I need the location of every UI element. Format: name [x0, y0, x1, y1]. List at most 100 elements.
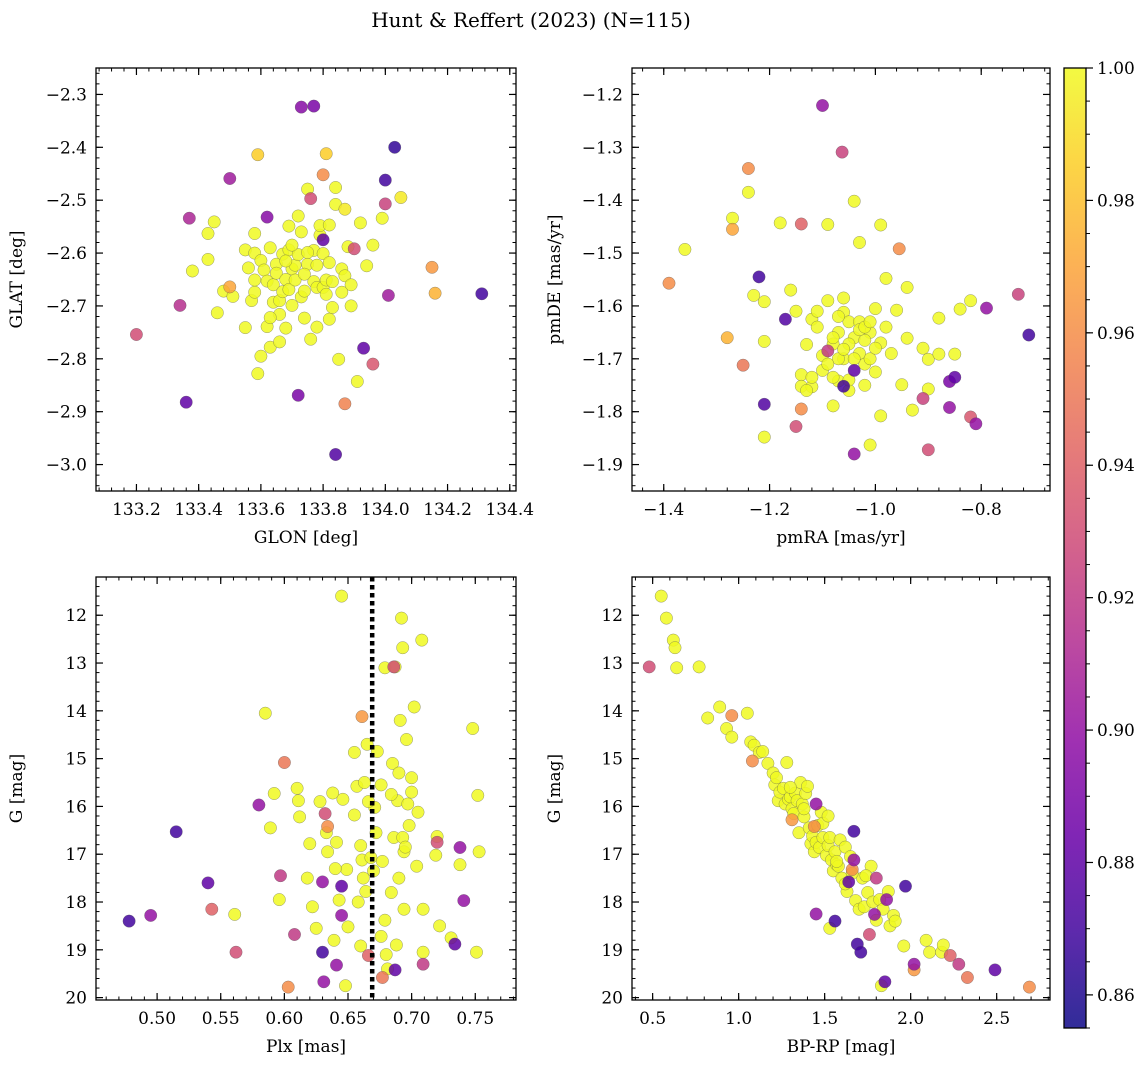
data-point [378, 913, 392, 927]
data-point [338, 397, 352, 411]
data-point [662, 276, 676, 290]
data-point [350, 375, 364, 388]
data-point [1022, 328, 1036, 342]
data-point [316, 168, 330, 182]
data-point [821, 218, 835, 231]
data-point [410, 859, 424, 873]
x-tick-label: 133.8 [299, 500, 348, 520]
x-tick-label: −1.2 [749, 500, 790, 520]
data-point [325, 301, 339, 314]
data-point [736, 358, 750, 372]
data-point [321, 820, 335, 833]
data-point [319, 147, 333, 161]
data-point [800, 384, 814, 397]
data-point [847, 824, 861, 838]
data-point [457, 894, 471, 908]
data-point [899, 879, 912, 893]
data-point [862, 928, 876, 941]
data-point [316, 875, 329, 889]
data-point [953, 302, 967, 316]
data-point [279, 321, 293, 335]
y-tick-label: 19 [601, 941, 623, 961]
x-tick-label: 134.2 [423, 500, 472, 520]
data-point [416, 957, 430, 971]
data-point [375, 854, 389, 868]
data-point [310, 320, 324, 334]
y-tick-label: 17 [65, 845, 87, 865]
data-point [374, 778, 388, 792]
x-tick-label: 1.0 [725, 1009, 752, 1029]
data-point [713, 700, 727, 714]
data-point [411, 805, 425, 819]
data-point [921, 352, 935, 366]
data-point [388, 140, 402, 154]
data-point [668, 641, 682, 655]
y-axis-label: G [mag] [7, 754, 27, 823]
y-tick-label: −2.6 [46, 244, 87, 264]
data-point [358, 776, 371, 789]
data-point [251, 148, 265, 162]
data-point [430, 835, 444, 849]
y-tick-label: 13 [601, 654, 623, 674]
data-point [847, 194, 861, 208]
data-point [1022, 980, 1036, 994]
data-point [415, 633, 429, 647]
data-point [260, 210, 274, 224]
data-point [794, 217, 808, 231]
data-point [291, 388, 305, 402]
data-point [874, 218, 888, 232]
x-axis-label: GLON [deg] [254, 528, 358, 548]
y-tick-label: 15 [601, 750, 623, 770]
data-point [988, 963, 1002, 977]
data-point [207, 215, 221, 229]
data-point [720, 331, 734, 345]
data-point [642, 660, 656, 674]
y-tick-label: 20 [601, 989, 623, 1009]
y-tick-label: −2.5 [46, 191, 87, 211]
data-point [701, 711, 715, 725]
x-tick-label: 0.75 [456, 1009, 494, 1029]
points-group [122, 589, 486, 994]
x-axis-label: pmRA [mas/yr] [776, 528, 905, 548]
colorbar-tick-label: 0.88 [1097, 853, 1135, 873]
data-point [890, 303, 904, 317]
data-point [335, 908, 349, 922]
data-point [757, 397, 771, 411]
data-point [267, 787, 281, 800]
data-point [290, 781, 304, 795]
data-point [810, 320, 824, 334]
data-point [471, 788, 485, 802]
data-point [816, 99, 829, 112]
data-point [301, 246, 315, 259]
data-point [863, 315, 877, 329]
data-point [780, 756, 794, 769]
data-point [725, 730, 739, 744]
data-point [375, 971, 389, 984]
data-point [770, 771, 783, 785]
data-point [858, 333, 872, 347]
data-point [892, 242, 906, 256]
data-point [257, 263, 271, 277]
data-point [943, 949, 957, 962]
data-point [879, 320, 893, 334]
data-point [1011, 287, 1025, 301]
data-point [821, 294, 835, 308]
y-tick-label: 19 [65, 941, 87, 961]
data-point [433, 919, 447, 933]
y-tick-label: −2.9 [46, 403, 87, 423]
data-point [316, 233, 330, 247]
x-axis-label: BP-RP [mag] [787, 1037, 896, 1057]
data-point [389, 938, 403, 952]
panel-plx-g: 0.50 0.55 0.60 0.65 0.70 0.75 12 13 14 15 16 17 18 19… [7, 576, 517, 1057]
data-point [789, 304, 803, 318]
data-point [784, 283, 798, 297]
x-tick-label: 0.70 [393, 1009, 431, 1029]
colorbar-tick-label: 1.00 [1097, 59, 1135, 79]
data-point [837, 342, 851, 356]
x-tick-label: 0.60 [265, 1009, 303, 1029]
y-axis-label: G [mag] [545, 754, 565, 823]
x-tick-label: 0.55 [202, 1009, 240, 1029]
data-point [378, 173, 392, 187]
data-point [179, 395, 193, 409]
data-point [868, 907, 881, 921]
